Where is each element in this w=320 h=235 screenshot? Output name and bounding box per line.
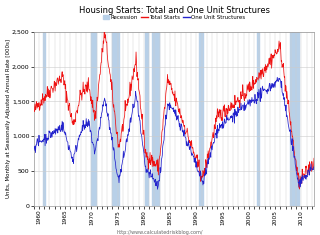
Y-axis label: Units, Monthly at Seasonally Adjusted Annual Rate [000s]: Units, Monthly at Seasonally Adjusted An… [5,39,11,198]
Bar [112,32,119,206]
Bar [91,32,96,206]
Title: Housing Starts: Total and One Unit Structures: Housing Starts: Total and One Unit Struc… [79,6,269,15]
Bar [291,32,299,206]
Bar [145,32,148,206]
Legend: Recession, Total Starts, One Unit Structures: Recession, Total Starts, One Unit Struct… [102,14,246,20]
Bar [152,32,159,206]
Text: http://www.calculatedriskblog.com/: http://www.calculatedriskblog.com/ [117,230,203,235]
Bar [257,32,259,206]
Bar [43,32,45,206]
Bar [199,32,203,206]
